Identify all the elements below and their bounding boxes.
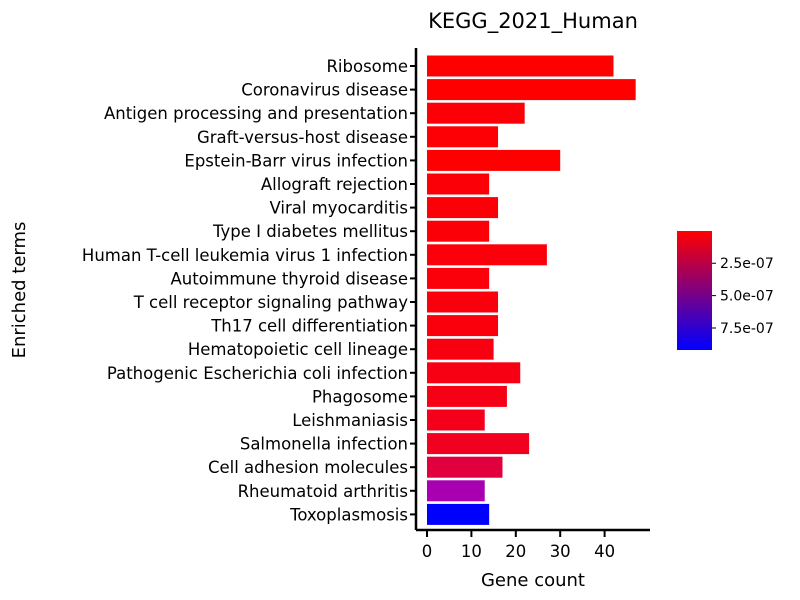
y-tick-label: Allograft rejection xyxy=(261,175,408,194)
colorbar-tick-label: 5.0e-07 xyxy=(720,289,774,305)
x-tick-label: 20 xyxy=(505,542,526,561)
bar xyxy=(427,362,521,384)
chart-title: KEGG_2021_Human xyxy=(428,9,638,34)
x-axis-ticks: 0 10 20 30 40 xyxy=(422,530,615,561)
y-tick-label: Phagosome xyxy=(312,387,408,406)
y-tick-label: Th17 cell differentiation xyxy=(210,317,408,336)
bar xyxy=(427,149,561,171)
y-tick-label: Ribosome xyxy=(326,57,408,76)
x-tick-label: 40 xyxy=(594,542,615,561)
y-tick-label: Human T-cell leukemia virus 1 infection xyxy=(82,246,408,265)
y-axis-ticks: Ribosome Coronavirus disease Antigen proce… xyxy=(82,57,416,524)
y-tick-label: Type I diabetes mellitus xyxy=(212,222,408,241)
x-tick-label: 10 xyxy=(461,542,482,561)
y-tick-label: Pathogenic Escherichia coli infection xyxy=(107,364,408,383)
y-tick-label: Viral myocarditis xyxy=(269,199,408,218)
bar xyxy=(427,480,485,502)
bar xyxy=(427,173,490,195)
colorbar-tick-label: 2.5e-07 xyxy=(720,256,774,272)
y-tick-label: Graft-versus-host disease xyxy=(197,128,408,147)
bar xyxy=(427,244,547,266)
bar xyxy=(427,433,530,455)
bar xyxy=(427,220,490,242)
y-tick-label: Salmonella infection xyxy=(240,435,408,454)
y-tick-label: Hematopoietic cell lineage xyxy=(188,340,408,359)
x-tick-label: 0 xyxy=(422,542,433,561)
bar xyxy=(427,79,636,101)
bar xyxy=(427,55,614,77)
bar xyxy=(427,126,499,148)
bar xyxy=(427,102,525,124)
bar xyxy=(427,385,507,407)
bar xyxy=(427,456,503,478)
bars-group xyxy=(427,55,636,525)
y-tick-label: Leishmaniasis xyxy=(292,411,408,430)
bar xyxy=(427,197,499,219)
bar xyxy=(427,409,485,431)
y-tick-label: Cell adhesion molecules xyxy=(208,458,408,477)
y-tick-label: Epstein-Barr virus infection xyxy=(184,151,408,170)
colorbar-gradient xyxy=(677,231,712,350)
colorbar-ticks: 2.5e-07 5.0e-07 7.5e-07 xyxy=(712,256,774,337)
bar xyxy=(427,291,499,313)
y-axis-label: Enriched terms xyxy=(9,222,30,359)
colorbar-tick-label: 7.5e-07 xyxy=(720,321,774,337)
bar xyxy=(427,338,494,360)
y-tick-label: Autoimmune thyroid disease xyxy=(170,269,408,288)
x-axis-label: Gene count xyxy=(481,570,585,591)
bar xyxy=(427,315,499,337)
x-tick-label: 30 xyxy=(550,542,571,561)
y-tick-label: Toxoplasmosis xyxy=(289,505,408,524)
y-tick-label: T cell receptor signaling pathway xyxy=(133,293,409,312)
bar xyxy=(427,267,490,289)
colorbar: 2.5e-07 5.0e-07 7.5e-07 xyxy=(677,231,774,350)
y-tick-label: Coronavirus disease xyxy=(241,81,408,100)
y-tick-label: Rheumatoid arthritis xyxy=(238,482,408,501)
bar xyxy=(427,503,490,525)
y-tick-label: Antigen processing and presentation xyxy=(104,104,408,123)
